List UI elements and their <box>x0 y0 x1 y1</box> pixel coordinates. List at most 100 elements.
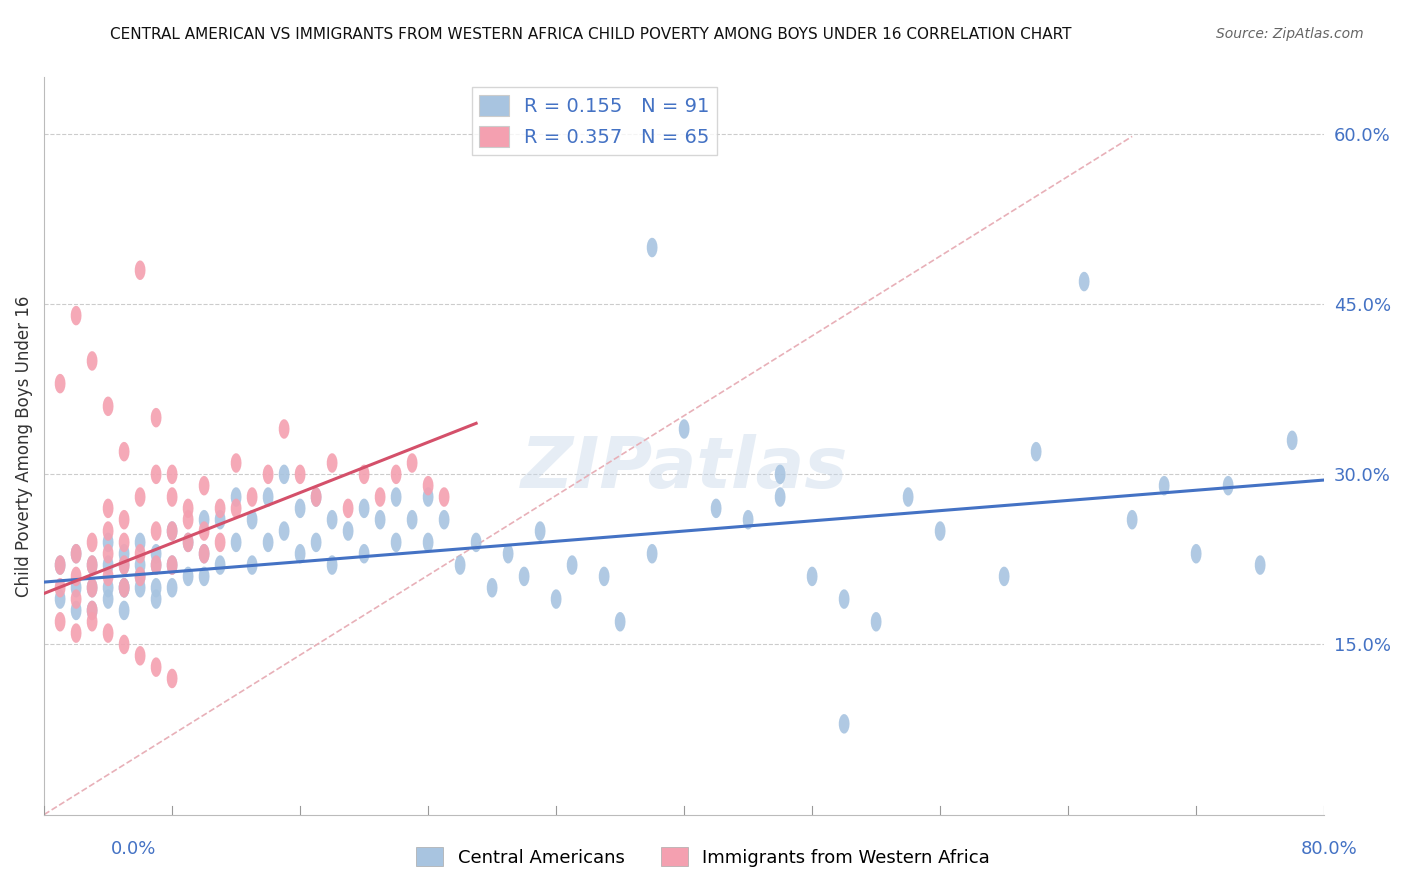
Point <box>160 672 183 686</box>
Point <box>65 309 87 323</box>
Point <box>561 558 583 572</box>
Point <box>1218 478 1240 492</box>
Point <box>193 547 215 561</box>
Point <box>337 501 360 516</box>
Point <box>433 513 456 527</box>
Point <box>177 501 200 516</box>
Point <box>65 547 87 561</box>
Point <box>433 490 456 504</box>
Point <box>416 478 439 492</box>
Point <box>1121 513 1143 527</box>
Point <box>993 569 1015 583</box>
Point <box>257 467 280 482</box>
Point <box>240 490 263 504</box>
Point <box>145 592 167 607</box>
Point <box>449 558 471 572</box>
Point <box>49 558 72 572</box>
Point <box>193 478 215 492</box>
Text: 80.0%: 80.0% <box>1301 840 1357 858</box>
Point <box>160 558 183 572</box>
Point <box>160 467 183 482</box>
Point <box>129 581 152 595</box>
Text: Source: ZipAtlas.com: Source: ZipAtlas.com <box>1216 27 1364 41</box>
Point <box>97 501 120 516</box>
Point <box>65 547 87 561</box>
Point <box>897 490 920 504</box>
Point <box>97 592 120 607</box>
Point <box>112 637 135 651</box>
Point <box>305 490 328 504</box>
Point <box>273 524 295 538</box>
Point <box>929 524 952 538</box>
Point <box>240 558 263 572</box>
Point <box>65 603 87 617</box>
Point <box>82 558 104 572</box>
Point <box>209 501 232 516</box>
Point <box>49 592 72 607</box>
Point <box>416 490 439 504</box>
Point <box>112 535 135 549</box>
Point <box>641 241 664 255</box>
Point <box>160 581 183 595</box>
Point <box>240 513 263 527</box>
Point <box>193 547 215 561</box>
Point <box>496 547 519 561</box>
Point <box>145 467 167 482</box>
Point <box>82 535 104 549</box>
Point <box>112 581 135 595</box>
Point <box>97 400 120 414</box>
Point <box>112 444 135 458</box>
Point <box>305 535 328 549</box>
Point <box>481 581 503 595</box>
Point <box>97 547 120 561</box>
Point <box>65 626 87 640</box>
Point <box>225 456 247 470</box>
Point <box>112 558 135 572</box>
Point <box>865 615 887 629</box>
Point <box>368 513 391 527</box>
Point <box>288 501 311 516</box>
Point <box>353 547 375 561</box>
Point <box>112 581 135 595</box>
Point <box>225 501 247 516</box>
Point <box>305 490 328 504</box>
Point <box>129 569 152 583</box>
Point <box>385 467 408 482</box>
Point <box>401 513 423 527</box>
Point <box>832 716 855 731</box>
Point <box>641 547 664 561</box>
Point <box>97 535 120 549</box>
Text: ZIPatlas: ZIPatlas <box>520 434 848 502</box>
Point <box>177 513 200 527</box>
Point <box>321 456 343 470</box>
Point <box>193 569 215 583</box>
Point <box>129 535 152 549</box>
Point <box>385 535 408 549</box>
Point <box>193 524 215 538</box>
Point <box>177 569 200 583</box>
Point <box>832 592 855 607</box>
Legend: R = 0.155   N = 91, R = 0.357   N = 65: R = 0.155 N = 91, R = 0.357 N = 65 <box>471 87 717 155</box>
Point <box>65 592 87 607</box>
Point <box>368 490 391 504</box>
Point <box>112 547 135 561</box>
Point <box>769 467 792 482</box>
Legend: Central Americans, Immigrants from Western Africa: Central Americans, Immigrants from Weste… <box>409 840 997 874</box>
Point <box>112 603 135 617</box>
Point <box>737 513 759 527</box>
Point <box>1025 444 1047 458</box>
Point <box>513 569 536 583</box>
Point <box>288 467 311 482</box>
Text: CENTRAL AMERICAN VS IMMIGRANTS FROM WESTERN AFRICA CHILD POVERTY AMONG BOYS UNDE: CENTRAL AMERICAN VS IMMIGRANTS FROM WEST… <box>110 27 1071 42</box>
Y-axis label: Child Poverty Among Boys Under 16: Child Poverty Among Boys Under 16 <box>15 295 32 597</box>
Point <box>145 581 167 595</box>
Point <box>129 648 152 663</box>
Text: 0.0%: 0.0% <box>111 840 156 858</box>
Point <box>1249 558 1271 572</box>
Point <box>145 410 167 425</box>
Point <box>112 558 135 572</box>
Point <box>129 490 152 504</box>
Point <box>112 513 135 527</box>
Point <box>82 581 104 595</box>
Point <box>209 535 232 549</box>
